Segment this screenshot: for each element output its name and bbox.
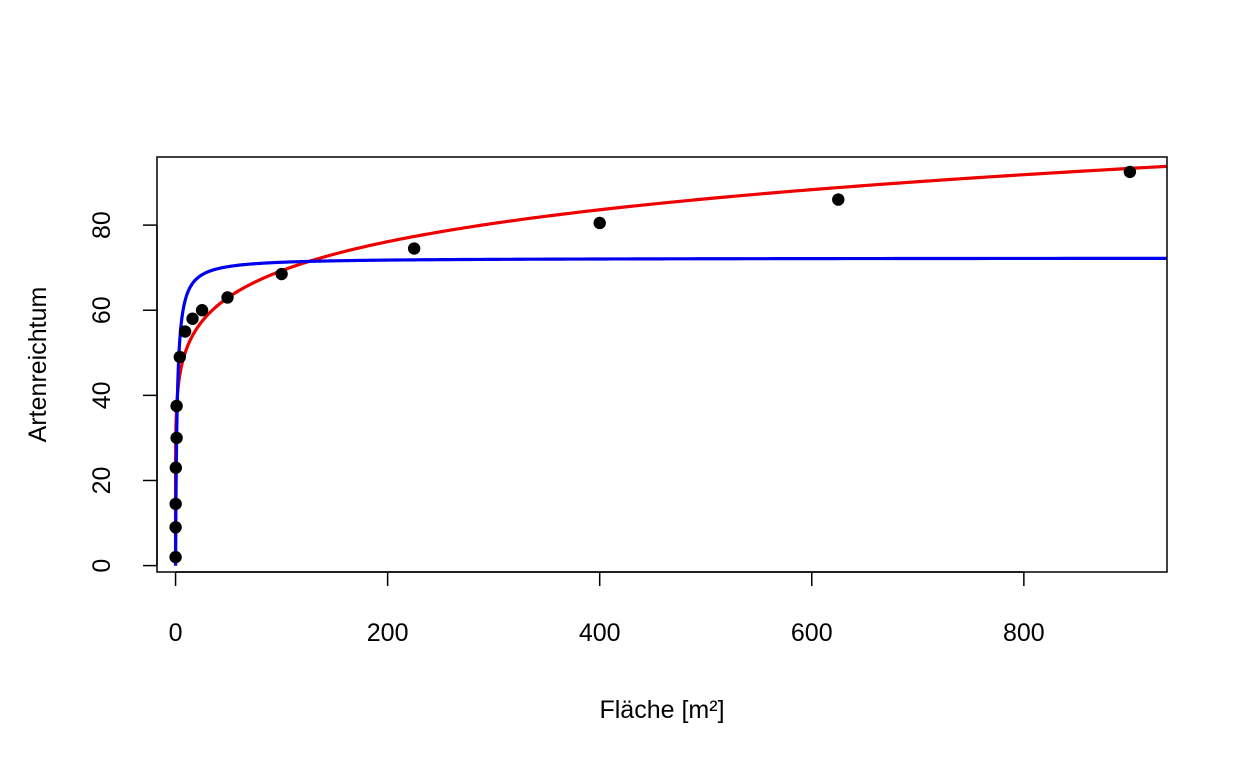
y-axis: 0 20 40 60 80	[88, 211, 158, 573]
x-tick-label: 0	[169, 619, 183, 647]
data-point	[186, 312, 199, 325]
x-axis: 0 200 400 600 800	[169, 571, 1045, 647]
data-point	[407, 242, 421, 255]
data-point	[1123, 165, 1137, 179]
x-axis-title: Fläche [m²]	[599, 696, 724, 724]
data-point	[170, 399, 183, 413]
y-axis-title: Artenreichtum	[24, 287, 52, 443]
x-tick-label: 400	[579, 619, 621, 647]
saturation-fit-curve	[173, 256, 1167, 566]
data-point	[169, 550, 182, 564]
plot-frame	[156, 156, 1168, 573]
data-points	[169, 165, 1137, 564]
data-point	[169, 497, 182, 511]
data-point	[832, 193, 845, 206]
y-tick-label: 20	[88, 467, 116, 495]
data-point	[170, 431, 183, 445]
x-tick-label: 200	[367, 619, 409, 647]
y-tick-label: 60	[88, 296, 116, 324]
data-point	[275, 267, 288, 281]
y-tick-label: 40	[88, 381, 116, 409]
data-point	[221, 291, 234, 304]
fitted-curves	[173, 164, 1167, 566]
x-tick-label: 800	[1003, 619, 1045, 647]
x-tick-label: 600	[791, 619, 833, 647]
data-point	[178, 325, 192, 338]
data-point	[593, 216, 606, 230]
y-tick-label: 0	[88, 559, 116, 573]
data-point	[169, 461, 183, 474]
power-fit-curve	[173, 164, 1167, 566]
data-point	[169, 521, 182, 534]
data-point	[173, 350, 186, 364]
y-tick-label: 80	[88, 211, 116, 239]
data-point	[195, 304, 209, 317]
